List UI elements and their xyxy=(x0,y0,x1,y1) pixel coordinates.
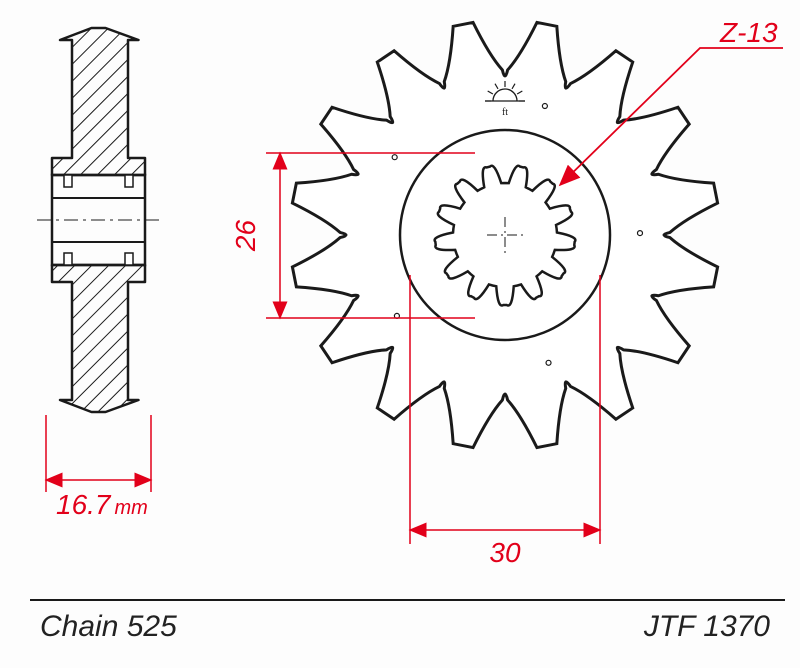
svg-text:ft: ft xyxy=(502,107,508,118)
chain-label: Chain 525 xyxy=(40,610,177,643)
dim-width: 16.7mm xyxy=(56,489,148,520)
part-number: JTF 1370 xyxy=(643,610,770,643)
spline-label: Z-13 xyxy=(719,17,778,48)
side-view: 16.7mm xyxy=(37,28,160,520)
dim-26: 26 xyxy=(230,220,261,253)
drawing-svg: 16.7mm ft 26 30 Z-13 Chain 525 JTF 1370 xyxy=(0,0,800,668)
sprocket-front-view: ft xyxy=(292,22,717,447)
technical-drawing: 16.7mm ft 26 30 Z-13 Chain 525 JTF 1370 xyxy=(0,0,800,668)
dim-30: 30 xyxy=(489,537,521,568)
